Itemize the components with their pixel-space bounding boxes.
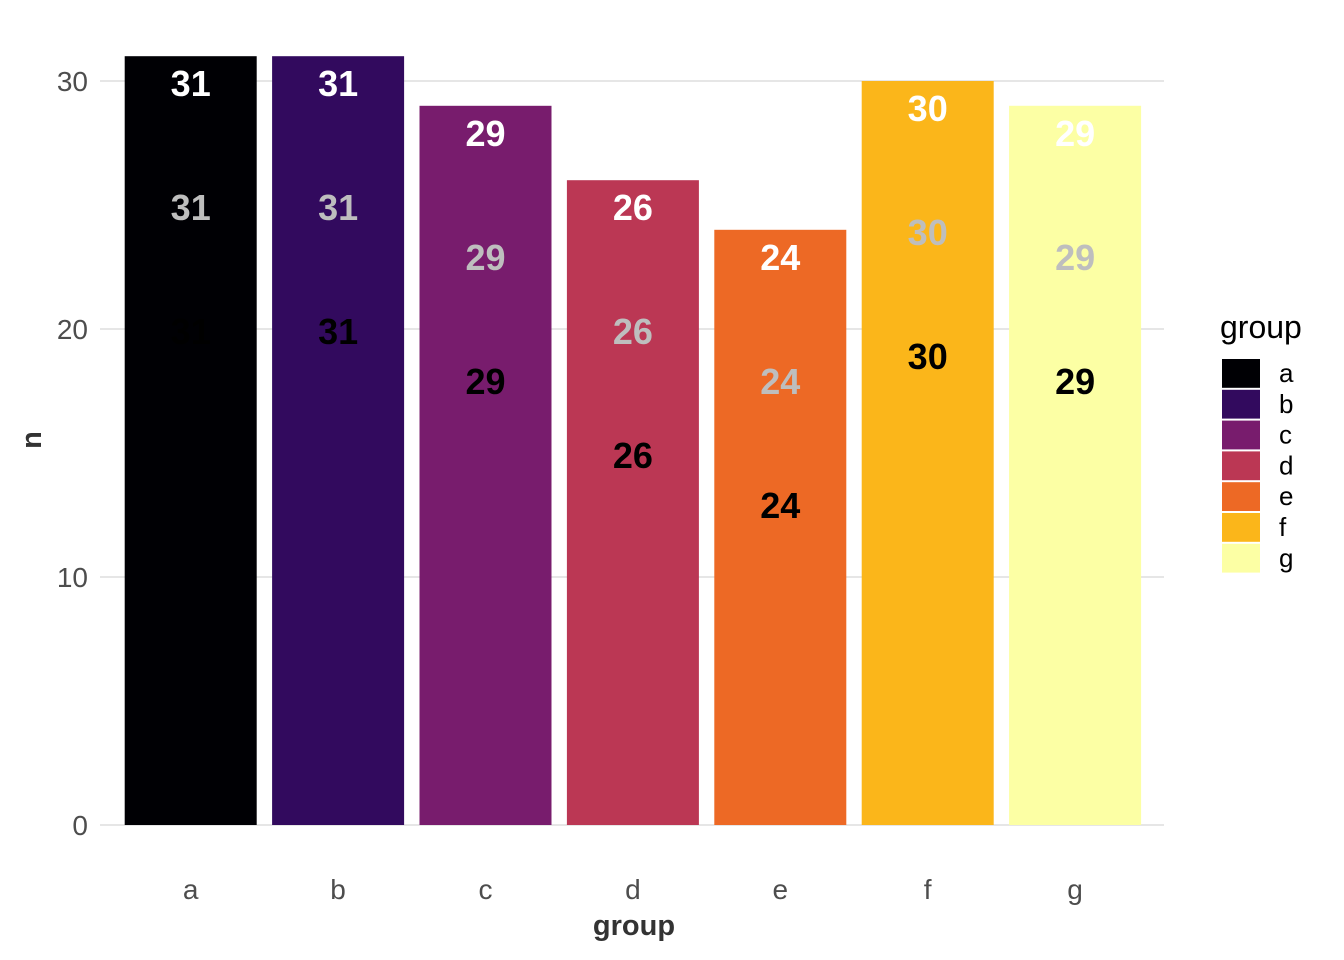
legend-label-e: e xyxy=(1279,481,1293,511)
bar-label-g-2: 29 xyxy=(1055,361,1095,402)
legend-label-a: a xyxy=(1279,358,1294,388)
legend-key-c xyxy=(1222,420,1260,450)
legend-key-d xyxy=(1222,451,1260,481)
legend-label-c: c xyxy=(1279,420,1292,450)
legend-label-b: b xyxy=(1279,389,1293,419)
x-tick-label-a: a xyxy=(183,874,199,905)
bar-label-f-1: 30 xyxy=(908,212,948,253)
x-tick-label-b: b xyxy=(330,874,346,905)
bar-c xyxy=(419,105,552,826)
legend-title: group xyxy=(1220,309,1302,345)
y-tick-label-20: 20 xyxy=(57,314,88,345)
bar-label-e-1: 24 xyxy=(760,361,800,402)
legend-key-e xyxy=(1222,482,1260,511)
bar-f xyxy=(861,81,994,825)
bar-b xyxy=(272,56,405,825)
legend-key-b xyxy=(1222,389,1260,419)
bar-label-g-1: 29 xyxy=(1055,237,1095,278)
bar-label-d-1: 26 xyxy=(613,311,653,352)
y-axis-title: n xyxy=(16,431,48,449)
y-tick-label-0: 0 xyxy=(72,810,88,841)
legend-key-a xyxy=(1222,359,1260,388)
x-tick-label-f: f xyxy=(924,874,932,905)
bar-label-c-1: 29 xyxy=(465,237,505,278)
bar-d xyxy=(566,180,699,825)
bar-label-c-0: 29 xyxy=(465,113,505,154)
x-tick-label-g: g xyxy=(1067,874,1083,905)
bars xyxy=(124,56,1142,826)
legend-label-f: f xyxy=(1279,512,1287,542)
legend-key-f xyxy=(1222,513,1260,542)
bar-e xyxy=(714,229,847,826)
bar-label-g-0: 29 xyxy=(1055,113,1095,154)
bar-label-d-2: 26 xyxy=(613,435,653,476)
bar-value-labels: 31 31 31 31 31 31 29 29 29 26 26 26 24 24 24 30 30 30 29 29… xyxy=(171,63,1095,526)
bar-label-b-0: 31 xyxy=(318,63,358,104)
x-tick-label-d: d xyxy=(625,874,641,905)
bar-label-a-2: 31 xyxy=(171,311,211,352)
bar-label-e-0: 24 xyxy=(760,237,800,278)
legend-label-d: d xyxy=(1279,450,1293,480)
y-axis-ticks: 0 10 20 30 xyxy=(57,66,88,841)
x-tick-label-e: e xyxy=(773,874,789,905)
x-tick-label-c: c xyxy=(479,874,493,905)
legend-label-g: g xyxy=(1279,543,1293,573)
y-tick-label-10: 10 xyxy=(57,562,88,593)
bar-label-a-0: 31 xyxy=(171,63,211,104)
bar-label-b-1: 31 xyxy=(318,187,358,228)
bar-label-e-2: 24 xyxy=(760,485,800,526)
bar-label-b-2: 31 xyxy=(318,311,358,352)
bar-label-a-1: 31 xyxy=(171,187,211,228)
bar-label-f-2: 30 xyxy=(908,336,948,377)
bar-label-c-2: 29 xyxy=(465,361,505,402)
y-tick-label-30: 30 xyxy=(57,66,88,97)
bar-label-d-0: 26 xyxy=(613,187,653,228)
legend-key-g xyxy=(1222,543,1260,573)
bar-a xyxy=(124,56,257,825)
bar-g xyxy=(1009,105,1142,826)
x-axis-title: group xyxy=(593,910,675,942)
bar-label-f-0: 30 xyxy=(908,88,948,129)
x-axis-ticks: a b c d e f g xyxy=(183,874,1083,905)
